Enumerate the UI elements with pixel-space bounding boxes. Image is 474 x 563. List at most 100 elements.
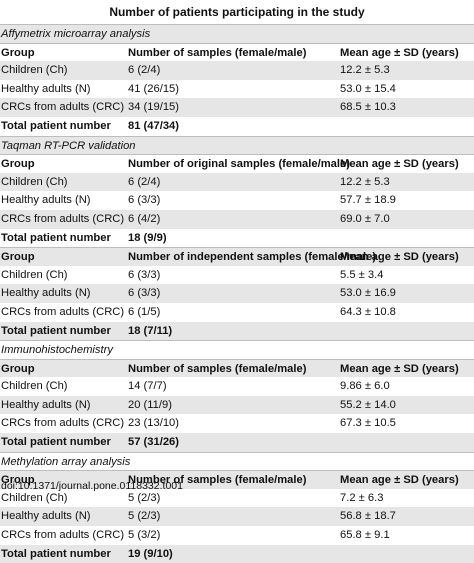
group-cell: Group [1, 46, 35, 59]
samples-cell: 5 (3/2) [128, 529, 161, 542]
age-cell: 12.2 ± 5.3 [340, 64, 390, 77]
group-cell: Group [1, 474, 35, 487]
age-cell: 69.0 ± 7.0 [340, 212, 390, 225]
age-cell: 12.2 ± 5.3 [340, 175, 390, 188]
group-cell: Total patient number [1, 231, 111, 244]
group-cell: Children (Ch) [1, 175, 68, 188]
group-cell: Group [1, 251, 35, 264]
samples-cell: 41 (26/15) [128, 82, 179, 95]
total-row: Total patient number 81 (47/34) [0, 117, 474, 136]
samples-cell: 5 (2/3) [128, 510, 161, 523]
age-cell: 5.5 ± 3.4 [340, 268, 384, 281]
table-row: Children (Ch) 14 (7/7) 9.86 ± 6.0 [0, 377, 474, 396]
group-cell: Total patient number [1, 324, 111, 337]
samples-cell: 18 (7/11) [128, 324, 173, 337]
group-cell: CRCs from adults (CRC) [1, 212, 125, 225]
section-heading: Methylation array analysis [0, 451, 474, 471]
age-cell: Mean age ± SD (years) [340, 46, 459, 59]
table-row: Healthy adults (N) 6 (3/3) 57.7 ± 18.9 [0, 191, 474, 210]
group-cell: Healthy adults (N) [1, 398, 91, 411]
section-heading: Affymetrix microarray analysis [0, 24, 474, 43]
age-cell: 67.3 ± 10.5 [340, 417, 396, 430]
table-row: Children (Ch) 6 (2/4) 12.2 ± 5.3 [0, 61, 474, 80]
age-cell: 53.0 ± 15.4 [340, 82, 396, 95]
samples-cell: 6 (2/4) [128, 64, 161, 77]
header-row: Group Number of samples (female/male) Mean… [0, 358, 474, 378]
header-row: Group Number of original samples (female/… [0, 154, 474, 173]
samples-cell: Number of samples (female/male) [128, 474, 307, 487]
table-row: Healthy adults (N) 20 (11/9) 55.2 ± 14.0 [0, 395, 474, 415]
group-cell: Total patient number [1, 436, 111, 449]
age-cell: 65.8 ± 9.1 [340, 529, 390, 542]
age-cell: 7.2 ± 6.3 [340, 491, 384, 504]
samples-cell: 6 (3/3) [128, 287, 161, 300]
group-cell: Group [1, 158, 35, 171]
table-row: CRCs from adults (CRC) 23 (13/10) 67.3 ± 1… [0, 414, 474, 433]
table-row: CRCs from adults (CRC) 34 (19/15) 68.5 ± 1… [0, 98, 474, 117]
samples-cell: 6 (2/4) [128, 175, 161, 188]
samples-cell: Number of samples (female/male) [128, 46, 307, 59]
group-cell: Methylation array analysis [1, 455, 131, 468]
age-cell: 9.86 ± 6.0 [340, 380, 390, 393]
group-cell: Healthy adults (N) [1, 287, 91, 300]
table-row: Children (Ch) 6 (2/4) 12.2 ± 5.3 [0, 172, 474, 192]
group-cell: CRCs from adults (CRC) [1, 529, 125, 542]
table-row: Healthy adults (N) 6 (3/3) 53.0 ± 16.9 [0, 284, 474, 303]
age-cell: 56.8 ± 18.7 [340, 510, 396, 523]
samples-cell: 19 (9/10) [128, 547, 173, 560]
group-cell: Immunohistochemistry [1, 344, 113, 357]
group-cell: Group [1, 362, 35, 375]
age-cell: 57.7 ± 18.9 [340, 194, 396, 207]
table-title: Number of patients participating in the … [0, 0, 474, 25]
age-cell: Mean age ± SD (years) [340, 474, 459, 487]
samples-cell: 6 (3/3) [128, 194, 161, 207]
table-row: Healthy adults (N) 41 (26/15) 53.0 ± 15.4 [0, 80, 474, 99]
table-row: Children (Ch) 6 (3/3) 5.5 ± 3.4 [0, 266, 474, 285]
group-cell: CRCs from adults (CRC) [1, 417, 125, 430]
group-cell: Children (Ch) [1, 268, 68, 281]
samples-cell: 6 (3/3) [128, 268, 161, 281]
total-row: Total patient number 57 (31/26) [0, 433, 474, 452]
group-cell: Taqman RT-PCR validation [1, 139, 136, 152]
total-row: Total patient number 18 (9/9) [0, 229, 474, 248]
samples-cell: 18 (9/9) [128, 231, 167, 244]
doi-caption: doi:10.1371/journal.pone.0118332.t001 [1, 480, 183, 492]
samples-cell: 81 (47/34) [128, 119, 179, 132]
age-cell: 64.3 ± 10.8 [340, 305, 396, 318]
header-row: Group Number of independent samples (fema… [0, 247, 474, 266]
section-heading: Taqman RT-PCR validation [0, 135, 474, 155]
age-cell: Mean age ± SD (years) [340, 251, 459, 264]
age-cell: 68.5 ± 10.3 [340, 101, 396, 114]
samples-cell: 57 (31/26) [128, 436, 179, 449]
total-row: Total patient number 19 (9/10) [0, 544, 474, 563]
table-row: CRCs from adults (CRC) 6 (4/2) 69.0 ± 7.0 [0, 209, 474, 229]
age-cell: 53.0 ± 16.9 [340, 287, 396, 300]
group-cell: Healthy adults (N) [1, 82, 91, 95]
table-row: Healthy adults (N) 5 (2/3) 56.8 ± 18.7 [0, 507, 474, 527]
samples-cell: 6 (1/5) [128, 305, 161, 318]
total-row: Total patient number 18 (7/11) [0, 321, 474, 341]
table-row: CRCs from adults (CRC) 5 (3/2) 65.8 ± 9.1 [0, 526, 474, 545]
samples-cell: 23 (13/10) [128, 417, 179, 430]
samples-cell: 20 (11/9) [128, 398, 172, 411]
group-cell: Healthy adults (N) [1, 194, 91, 207]
samples-cell: Number of samples (female/male) [128, 362, 307, 375]
section-heading: Immunohistochemistry [0, 340, 474, 359]
group-cell: Total patient number [1, 547, 111, 560]
group-cell: Children (Ch) [1, 64, 68, 77]
samples-cell: Number of independent samples (female/ma… [128, 251, 377, 264]
group-cell: CRCs from adults (CRC) [1, 101, 125, 114]
header-row: Group Number of samples (female/male) Mean… [0, 42, 474, 62]
group-cell: Healthy adults (N) [1, 510, 91, 523]
group-cell: Affymetrix microarray analysis [1, 28, 151, 40]
group-cell: Total patient number [1, 119, 111, 132]
age-cell: Mean age ± SD (years) [340, 362, 459, 375]
age-cell: 55.2 ± 14.0 [340, 398, 396, 411]
group-cell: CRCs from adults (CRC) [1, 305, 125, 318]
samples-cell: Number of original samples (female/male) [128, 158, 350, 171]
samples-cell: 14 (7/7) [128, 380, 167, 393]
table-row: CRCs from adults (CRC) 6 (1/5) 64.3 ± 10.8 [0, 303, 474, 322]
group-cell: Children (Ch) [1, 380, 68, 393]
header-row: Group Number of samples (female/male) Mean… [0, 470, 474, 489]
age-cell: Mean age ± SD (years) [340, 158, 459, 171]
